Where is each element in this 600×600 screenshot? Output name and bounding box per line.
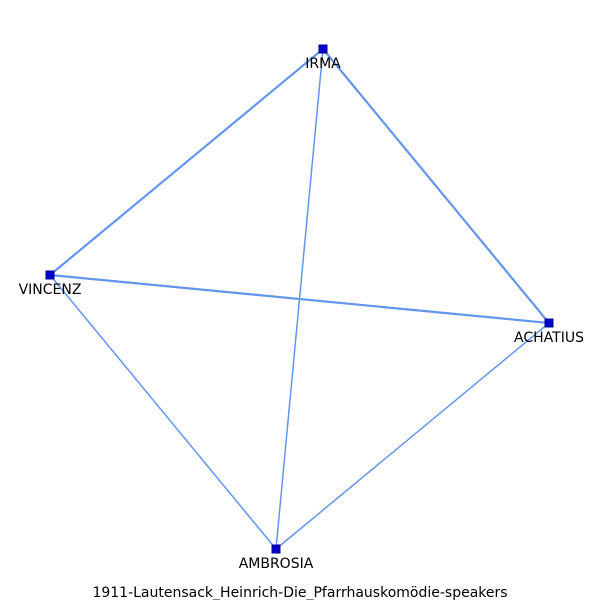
edge-irma-achatius: [322, 48, 550, 324]
nodes-layer: [45, 44, 554, 554]
node-label-vincenz: VINCENZ: [19, 282, 82, 298]
node-label-ambrosia: AMBROSIA: [239, 556, 314, 572]
node-irma: [318, 44, 328, 54]
edges-layer: [49, 48, 550, 550]
edge-irma-ambrosia: [275, 48, 324, 550]
node-label-achatius: ACHATIUS: [514, 330, 584, 346]
edge-irma-vincenz: [49, 48, 324, 276]
node-achatius: [544, 318, 554, 328]
labels-layer: IRMA VINCENZ ACHATIUS AMBROSIA: [19, 56, 585, 572]
node-vincenz: [45, 270, 55, 280]
node-label-irma: IRMA: [305, 56, 341, 72]
edge-vincenz-ambrosia: [49, 274, 277, 550]
graph-caption: 1911-Lautensack_Heinrich-Die_Pfarrhausko…: [92, 585, 507, 600]
node-ambrosia: [271, 544, 281, 554]
edge-achatius-ambrosia: [275, 322, 550, 550]
